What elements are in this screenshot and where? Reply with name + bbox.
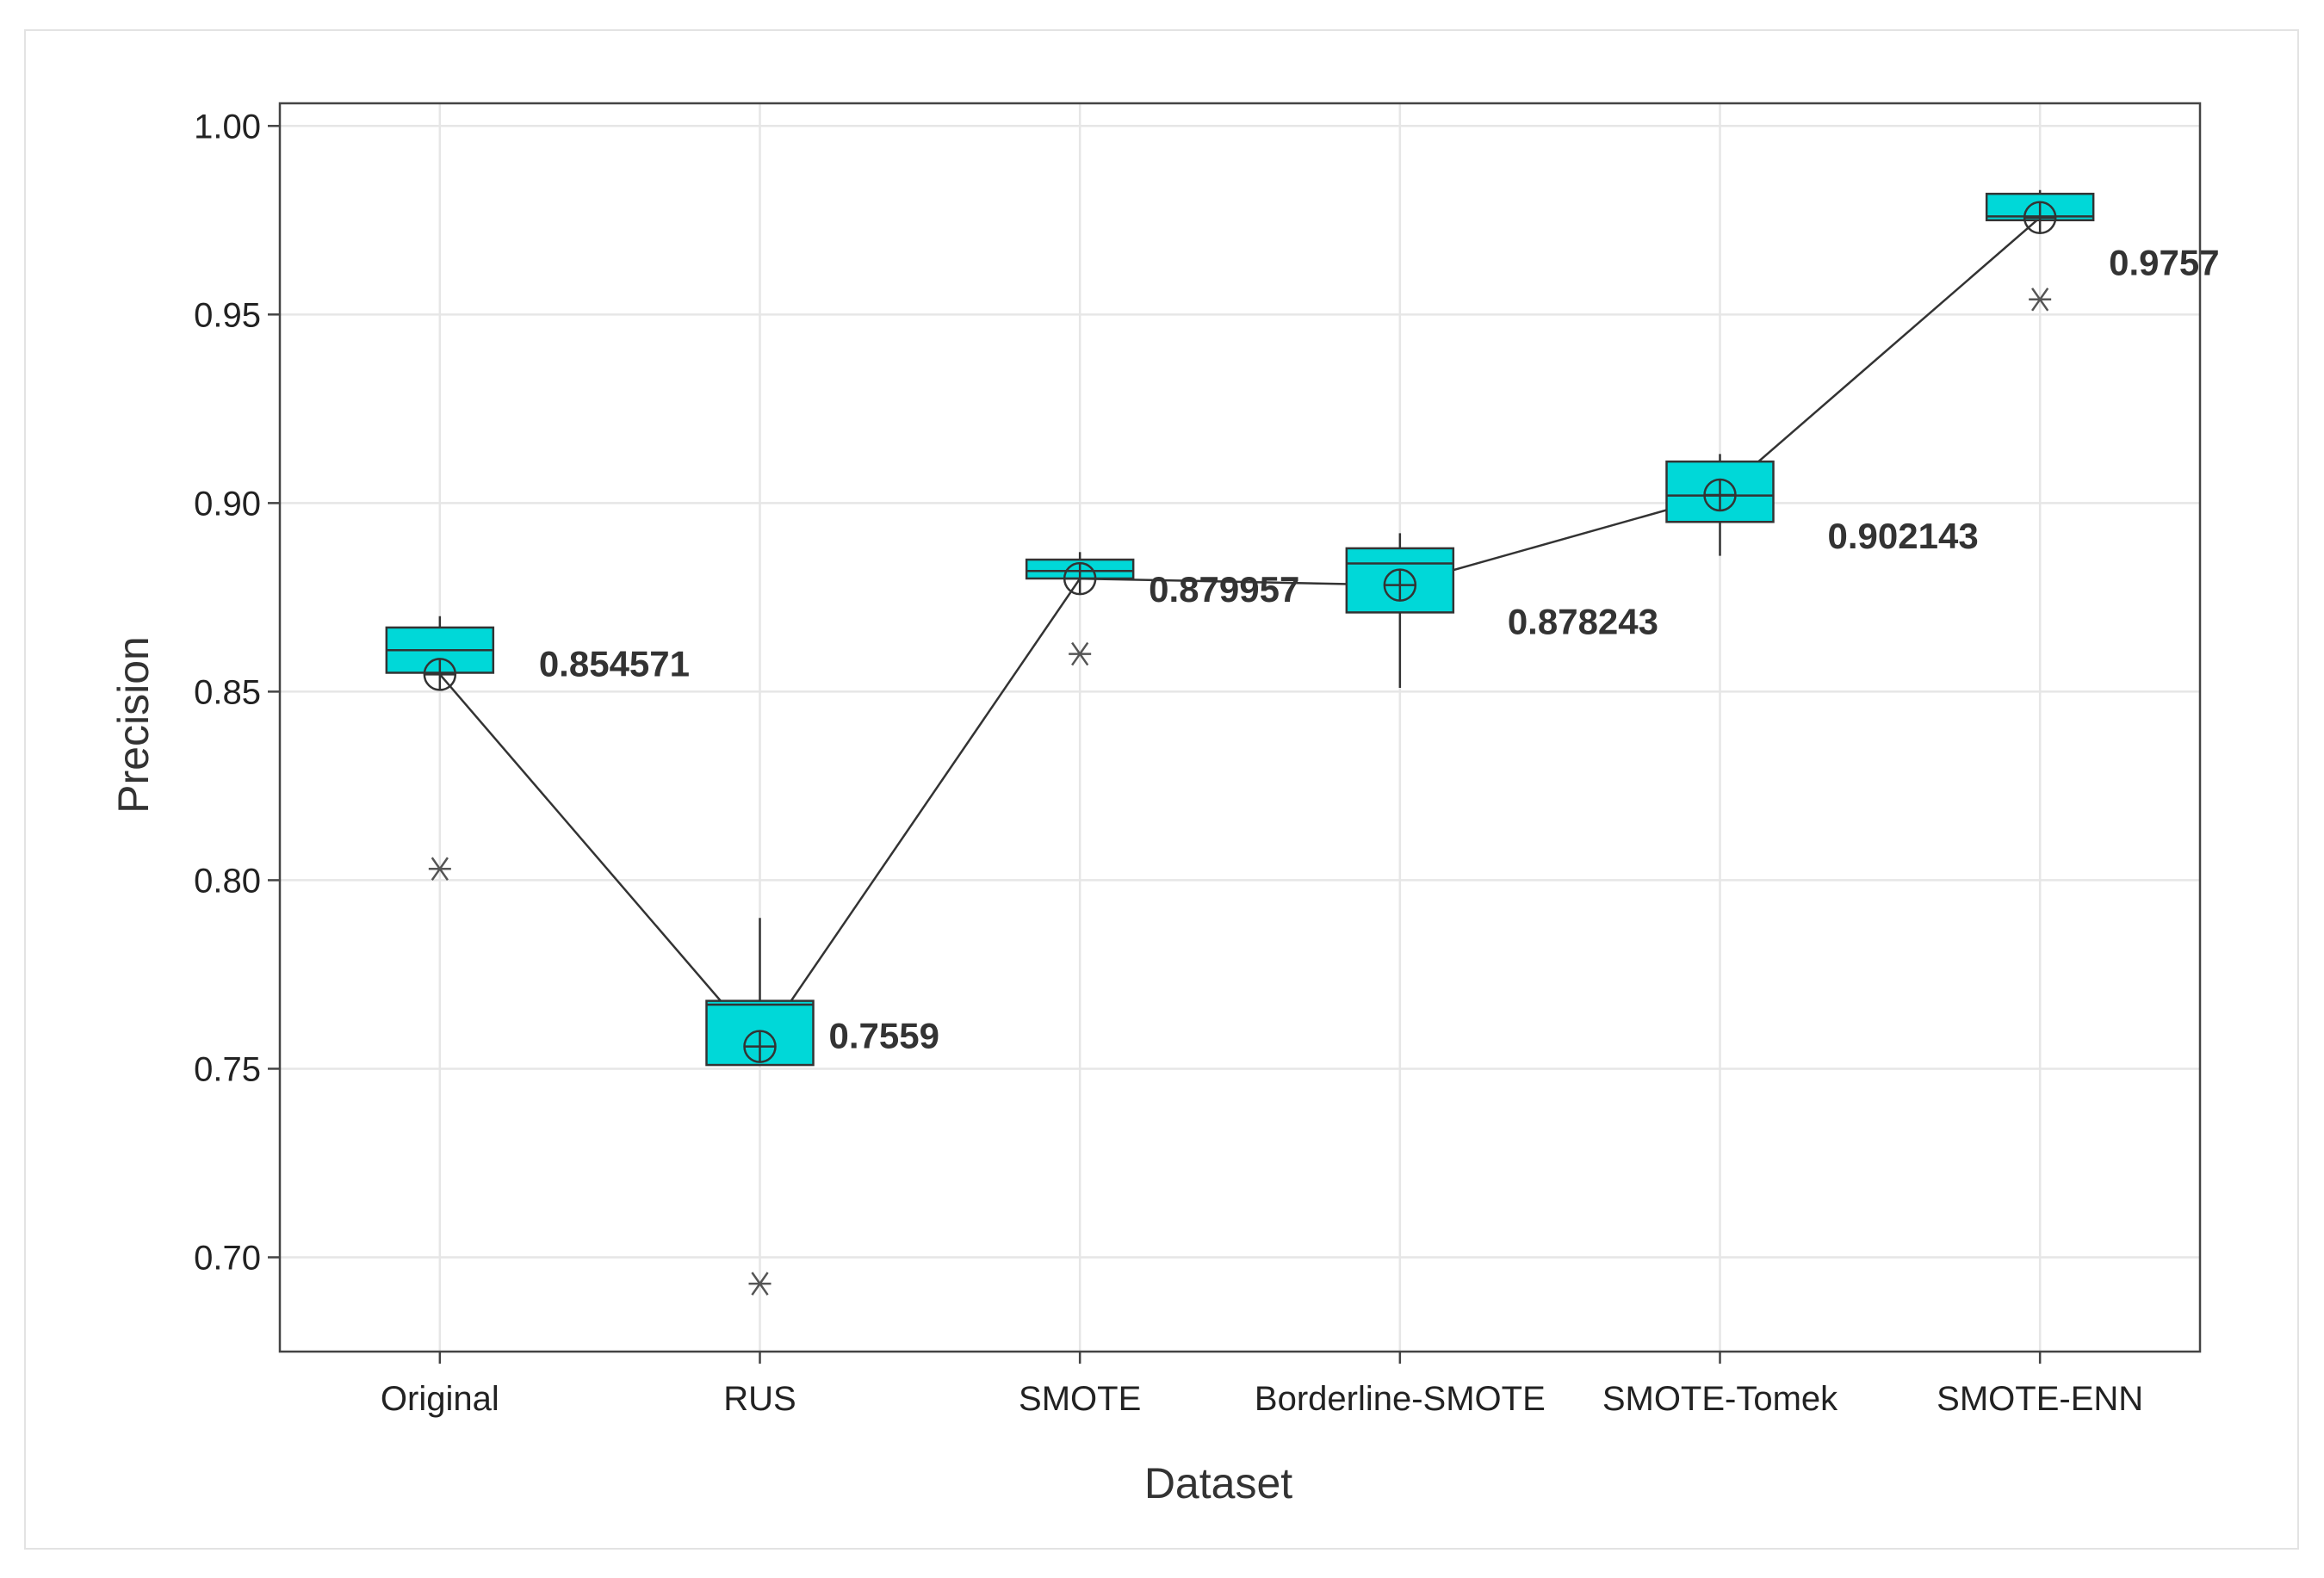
x-tick-label: SMOTE-ENN	[1937, 1380, 2143, 1418]
data-label-layer: 0.854571 0.7559 0.879957 0.878243 0.902143 0.…	[539, 243, 2220, 1056]
y-tick-label: 0.80	[194, 862, 261, 900]
y-axis-title: Precision	[109, 636, 158, 814]
box-rus	[705, 918, 815, 1296]
y-tick-label: 0.95	[194, 296, 261, 334]
outlier-marker	[2029, 288, 2052, 312]
x-tick-label: Borderline-SMOTE	[1255, 1380, 1546, 1418]
outlier-stroke	[431, 857, 449, 881]
plot-area-border	[278, 102, 2202, 1353]
x-tick-label: SMOTE-Tomek	[1602, 1380, 1838, 1418]
grid-layer	[280, 103, 2200, 1352]
mean-value-label: 0.9757	[2109, 243, 2219, 283]
outlier-marker	[1069, 641, 1092, 666]
mean-value-label: 0.7559	[829, 1016, 939, 1056]
y-tick-label: 0.90	[194, 485, 261, 523]
outlier-stroke	[1071, 641, 1089, 666]
box-layer	[385, 189, 2095, 1296]
outlier-marker	[428, 857, 451, 881]
chart-frame	[24, 29, 2299, 1550]
y-axis: 0.70 0.75 0.80 0.85 0.90 0.95 1.00	[194, 108, 280, 1277]
x-tick-label: RUS	[723, 1380, 796, 1418]
box-original	[385, 616, 495, 881]
box-smote-tomek	[1665, 454, 1775, 556]
y-tick-label: 1.00	[194, 108, 261, 145]
box-borderline-smote	[1345, 533, 1455, 689]
mean-connect-line	[438, 216, 2041, 1049]
outlier-stroke	[751, 1272, 769, 1296]
x-axis-title: Dataset	[1144, 1459, 1292, 1507]
box-smote	[1025, 552, 1135, 666]
y-tick-label: 0.85	[194, 673, 261, 711]
mean-value-label: 0.879957	[1149, 569, 1299, 610]
box-smote-enn	[1985, 189, 2095, 312]
outlier-marker	[748, 1272, 772, 1296]
y-tick-label: 0.75	[194, 1050, 261, 1088]
mean-value-label: 0.854571	[539, 643, 690, 684]
mean-value-label: 0.878243	[1508, 602, 1658, 642]
x-axis: Original RUS SMOTE Borderline-SMOTE SMOTE-To…	[381, 1352, 2143, 1418]
x-tick-label: SMOTE	[1019, 1380, 1141, 1418]
mean-connect-line-layer	[438, 216, 2041, 1049]
mean-value-label: 0.902143	[1828, 516, 1979, 556]
y-tick-label: 0.70	[194, 1239, 261, 1277]
x-tick-label: Original	[381, 1380, 499, 1418]
outlier-stroke	[2031, 288, 2049, 312]
